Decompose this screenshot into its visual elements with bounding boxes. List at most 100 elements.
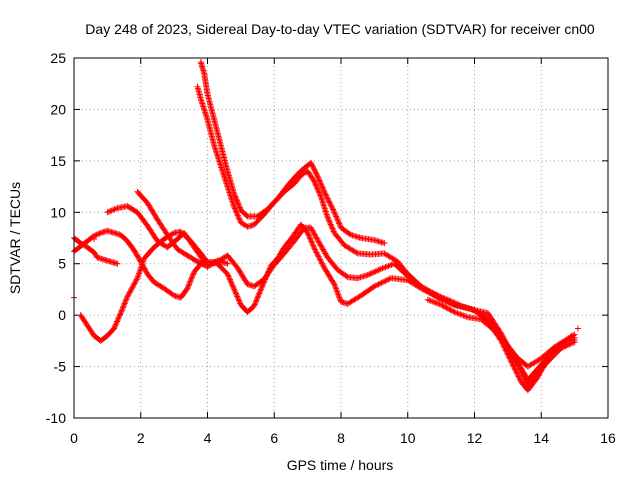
data-point bbox=[327, 221, 334, 228]
data-point bbox=[319, 262, 326, 269]
data-point bbox=[374, 267, 381, 274]
data-point bbox=[91, 236, 98, 243]
data-point bbox=[190, 271, 197, 278]
data-point bbox=[463, 313, 470, 320]
data-points bbox=[71, 59, 581, 394]
data-point bbox=[314, 250, 321, 257]
data-point bbox=[436, 301, 443, 308]
data-point bbox=[315, 174, 322, 181]
data-point bbox=[307, 235, 314, 242]
data-point bbox=[114, 260, 121, 267]
data-point bbox=[188, 275, 195, 282]
data-point bbox=[366, 271, 373, 278]
data-point bbox=[142, 268, 149, 275]
data-point bbox=[225, 272, 232, 279]
data-point bbox=[311, 166, 318, 173]
data-point bbox=[92, 232, 99, 239]
data-point bbox=[259, 282, 266, 289]
data-point bbox=[315, 188, 322, 195]
data-point bbox=[321, 188, 328, 195]
data-point bbox=[105, 208, 112, 215]
data-point bbox=[132, 279, 139, 286]
data-point bbox=[368, 270, 375, 277]
data-point bbox=[108, 207, 115, 214]
data-point bbox=[452, 309, 459, 316]
data-point bbox=[232, 206, 239, 213]
data-point bbox=[234, 293, 241, 300]
data-point bbox=[123, 296, 130, 303]
data-point bbox=[518, 369, 525, 376]
data-point bbox=[346, 231, 353, 238]
data-point bbox=[329, 206, 336, 213]
data-point bbox=[510, 362, 517, 369]
data-point bbox=[442, 304, 449, 311]
x-tick-label: 12 bbox=[467, 430, 483, 446]
data-point bbox=[254, 294, 261, 301]
data-point bbox=[562, 343, 569, 350]
data-point bbox=[132, 249, 139, 256]
data-point bbox=[189, 273, 196, 280]
data-point bbox=[386, 262, 393, 269]
data-point bbox=[307, 159, 314, 166]
data-point bbox=[474, 309, 481, 316]
data-point bbox=[328, 222, 335, 229]
data-point bbox=[312, 181, 319, 188]
data-point bbox=[187, 278, 194, 285]
data-point bbox=[188, 274, 195, 281]
data-point bbox=[317, 178, 324, 185]
data-point bbox=[477, 311, 484, 318]
data-point bbox=[118, 307, 125, 314]
data-point bbox=[224, 260, 231, 267]
data-point bbox=[199, 261, 206, 268]
data-point bbox=[451, 309, 458, 316]
data-point bbox=[309, 163, 316, 170]
data-point bbox=[122, 299, 129, 306]
data-point bbox=[567, 340, 574, 347]
data-point bbox=[455, 310, 462, 317]
data-point bbox=[233, 292, 240, 299]
data-point bbox=[235, 200, 242, 207]
data-point bbox=[314, 186, 321, 193]
data-point bbox=[374, 281, 381, 288]
data-point bbox=[327, 202, 334, 209]
data-point bbox=[312, 169, 319, 176]
data-point bbox=[514, 361, 521, 368]
data-point bbox=[259, 283, 266, 290]
data-point bbox=[252, 298, 259, 305]
data-point bbox=[310, 230, 317, 237]
data-point bbox=[510, 363, 517, 370]
data-point bbox=[375, 281, 382, 288]
data-point bbox=[313, 170, 320, 177]
data-point bbox=[311, 179, 318, 186]
data-point bbox=[251, 302, 258, 309]
data-point bbox=[318, 259, 325, 266]
data-point bbox=[311, 231, 318, 238]
data-point bbox=[133, 276, 140, 283]
data-point bbox=[122, 297, 129, 304]
data-point bbox=[570, 339, 577, 346]
data-point bbox=[450, 301, 457, 308]
data-point bbox=[330, 227, 337, 234]
data-point bbox=[424, 296, 431, 303]
data-point bbox=[375, 267, 382, 274]
data-point bbox=[518, 368, 525, 375]
data-point bbox=[130, 281, 137, 288]
data-point bbox=[232, 289, 239, 296]
data-point bbox=[516, 364, 523, 371]
data-point bbox=[568, 332, 575, 339]
data-point bbox=[310, 242, 317, 249]
data-point bbox=[343, 273, 350, 280]
data-point bbox=[566, 341, 573, 348]
data-point bbox=[228, 280, 235, 287]
data-point bbox=[119, 305, 126, 312]
data-point bbox=[124, 293, 131, 300]
data-point bbox=[323, 194, 330, 201]
data-point bbox=[316, 191, 323, 198]
y-tick-label: 5 bbox=[58, 256, 66, 272]
data-point bbox=[331, 210, 338, 217]
data-point bbox=[508, 358, 515, 365]
data-point bbox=[432, 299, 439, 306]
data-point bbox=[255, 291, 262, 298]
x-tick-label: 0 bbox=[70, 430, 78, 446]
data-point bbox=[517, 367, 524, 373]
